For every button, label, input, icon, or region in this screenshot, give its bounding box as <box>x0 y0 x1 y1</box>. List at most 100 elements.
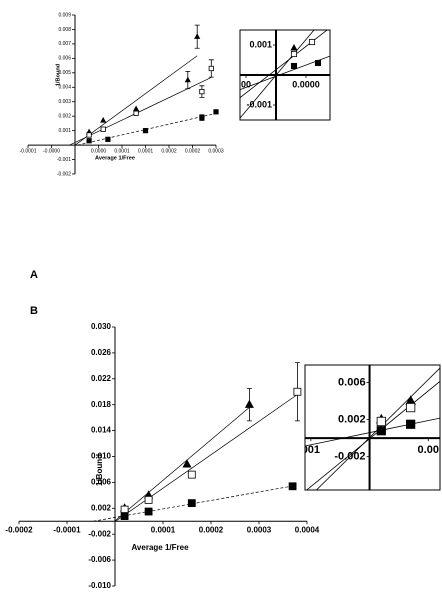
marker <box>293 387 302 396</box>
panel-label: B <box>30 305 38 317</box>
marker <box>351 6 356 11</box>
y-tick-label: 0.002 <box>91 503 112 512</box>
fit-line <box>74 55 198 146</box>
y-axis-label: 1/Bound <box>55 63 61 86</box>
x-tick-label: 0.0002 <box>161 148 177 154</box>
x-tick-label: 001 <box>302 444 320 456</box>
y-tick-label: 0.001 <box>249 39 272 49</box>
x-tick-label: 0.0003 <box>208 148 224 154</box>
x-tick-label: 0.0004 <box>295 525 320 534</box>
marker <box>351 0 357 2</box>
marker <box>105 136 111 142</box>
y-tick-label: 0.005 <box>58 70 71 76</box>
marker <box>213 109 219 115</box>
marker <box>290 44 298 51</box>
marker <box>290 50 298 58</box>
y-tick-label: 0.002 <box>338 414 366 426</box>
y-tick-label: 0.009 <box>58 12 71 18</box>
y-tick-label: 0.006 <box>338 376 366 388</box>
marker <box>144 507 153 516</box>
marker <box>199 115 205 121</box>
marker <box>184 76 191 83</box>
marker <box>100 126 106 132</box>
fit-line <box>240 30 315 119</box>
marker <box>290 62 298 70</box>
y-tick-label: 0.001 <box>58 128 71 134</box>
y-tick-label: 0.007 <box>58 41 71 47</box>
marker <box>244 399 254 408</box>
fit-line <box>306 381 440 490</box>
y-tick-label: -0.010 <box>88 581 111 590</box>
marker <box>406 402 416 413</box>
marker <box>314 59 322 67</box>
x-tick-label: 0.0002 <box>185 148 201 154</box>
y-tick-label: 0.014 <box>91 426 112 435</box>
marker <box>308 38 316 46</box>
marker <box>435 15 440 20</box>
marker <box>309 21 315 26</box>
fit-line <box>69 77 212 146</box>
marker <box>120 512 129 520</box>
fit-line <box>305 417 440 447</box>
plot: -0.0001 -0.0000 0.0000 0.0001 0.0001 0.0002 0.… <box>20 12 224 177</box>
marker <box>187 470 196 479</box>
marker <box>86 132 92 138</box>
y-tick-label: 0.018 <box>91 400 112 409</box>
y-tick-label: -0.001 <box>246 99 272 109</box>
y-tick-label: 0.004 <box>58 85 71 91</box>
marker <box>376 416 386 427</box>
y-tick-label: -0.002 <box>57 171 71 177</box>
marker <box>376 426 386 436</box>
x-tick-label: -0.0001 <box>20 148 37 154</box>
y-tick-label: 0.008 <box>58 27 71 33</box>
x-tick-label: -0.0000 <box>43 148 60 154</box>
marker <box>133 110 139 116</box>
marker <box>199 89 205 95</box>
y-tick-label: 0.010 <box>91 452 112 461</box>
y-tick-label: -0.006 <box>88 555 111 564</box>
marker <box>144 495 153 504</box>
y-axis-label: 1/Bound <box>95 454 104 486</box>
y-tick-label: 0.002 <box>58 114 71 120</box>
marker <box>406 419 416 429</box>
inset-frame <box>304 364 441 491</box>
x-tick-label: 0.0001 <box>114 148 130 154</box>
x-tick-label: 0.0000 <box>292 79 320 89</box>
marker <box>288 482 297 491</box>
x-tick-label: 0.0001 <box>151 525 176 534</box>
marker <box>182 459 192 468</box>
x-tick-label: 0.0000 <box>91 148 107 154</box>
fit-line <box>114 407 250 522</box>
inset: 00 0.0000 0.001 -0.001 <box>239 0 440 121</box>
x-tick-label: 0.00 <box>418 444 439 456</box>
y-tick-label: 0.022 <box>91 374 112 383</box>
inset-plot: 00 0.0000 0.001 -0.001 <box>240 0 440 120</box>
x-tick-label: 00 <box>241 79 251 89</box>
fit-line <box>115 394 298 522</box>
y-tick-label: 0.006 <box>58 56 71 62</box>
marker <box>86 138 92 144</box>
marker <box>194 33 201 39</box>
y-tick-label: -0.001 <box>57 157 71 163</box>
marker <box>187 499 196 508</box>
marker <box>208 65 214 72</box>
y-tick-label: -0.002 <box>88 529 111 538</box>
panel-label: A <box>30 269 38 281</box>
plot: -0.0002 -0.0001 0.0001 0.0002 0.0003 0.0004 -0… <box>5 322 319 590</box>
marker <box>133 105 140 112</box>
x-tick-label: 0.0001 <box>138 148 154 154</box>
marker <box>363 42 368 47</box>
x-tick-label: 0.0002 <box>199 525 224 534</box>
marker <box>142 128 149 134</box>
x-tick-label: -0.0002 <box>5 525 33 534</box>
y-tick-label: 0.003 <box>58 99 71 105</box>
marker <box>120 505 129 514</box>
x-axis-label: Average 1/Free <box>131 543 189 552</box>
fit-line <box>315 367 440 490</box>
x-tick-label: 0.0003 <box>247 525 272 534</box>
y-tick-label: 0.006 <box>91 478 112 487</box>
y-tick-label: 0.026 <box>91 348 112 357</box>
